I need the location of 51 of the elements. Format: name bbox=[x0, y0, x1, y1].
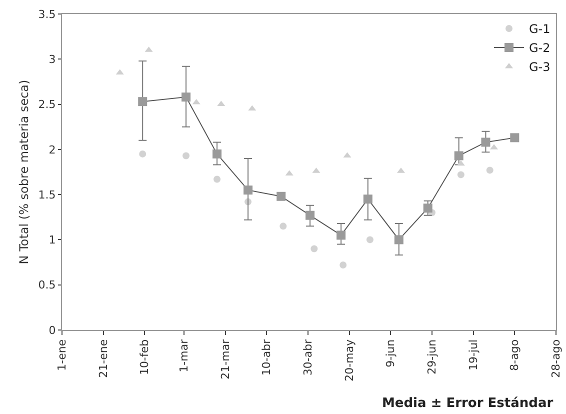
x-tick-label: 28-ago bbox=[550, 339, 563, 378]
x-tick-label: 10-abr bbox=[260, 338, 274, 376]
y-tick-label: 2.5 bbox=[38, 98, 56, 112]
point bbox=[212, 149, 222, 158]
x-tick-label: 21-mar bbox=[218, 338, 232, 380]
x-tick-label: 29-jun bbox=[426, 339, 439, 374]
legend-label: G-2 bbox=[529, 41, 550, 56]
point bbox=[486, 166, 494, 174]
point bbox=[285, 170, 294, 176]
y-tick-label: 0.5 bbox=[38, 278, 56, 292]
point bbox=[306, 210, 315, 220]
point bbox=[182, 152, 190, 160]
point bbox=[280, 222, 287, 230]
point bbox=[454, 151, 464, 160]
x-tick-label: 9-jun bbox=[384, 339, 398, 368]
legend-label: G-3 bbox=[529, 60, 550, 74]
point bbox=[340, 261, 347, 268]
point bbox=[214, 176, 221, 183]
point bbox=[363, 194, 372, 204]
point bbox=[481, 138, 490, 147]
point bbox=[310, 245, 318, 252]
legend-label: G-1 bbox=[529, 22, 550, 36]
y-tick-label: 3 bbox=[48, 52, 56, 66]
y-axis-title: N Total (% sobre materia seca) bbox=[17, 80, 31, 264]
x-tick-label: 1-mar bbox=[178, 338, 191, 372]
x-tick-label: 19-jul bbox=[466, 339, 480, 370]
x-tick-label: 30-abr bbox=[302, 338, 315, 376]
y-tick-label: 0 bbox=[48, 324, 56, 337]
x-tick-label: 8-ago bbox=[508, 339, 522, 371]
x-tick-label: 20-may bbox=[342, 338, 356, 382]
point bbox=[457, 171, 464, 178]
y-tick-label: 3.5 bbox=[38, 8, 56, 21]
point bbox=[192, 98, 200, 104]
point bbox=[217, 100, 226, 106]
point bbox=[248, 105, 256, 111]
y-tick-label: 1.5 bbox=[38, 188, 56, 202]
x-tick-label: 1-ene bbox=[56, 339, 69, 371]
point bbox=[366, 236, 374, 244]
point bbox=[276, 192, 286, 201]
point bbox=[510, 133, 520, 142]
x-tick-label: 21-ene bbox=[96, 339, 110, 378]
point bbox=[394, 235, 404, 244]
point bbox=[244, 186, 253, 195]
text: Media ± Error Estándar bbox=[382, 396, 554, 411]
point bbox=[336, 230, 346, 240]
y-tick-label: 2 bbox=[48, 143, 56, 156]
point bbox=[182, 92, 191, 102]
x-tick-label: 10-feb bbox=[138, 339, 152, 375]
point bbox=[423, 204, 432, 213]
point bbox=[456, 160, 465, 166]
y-tick-label: 1 bbox=[48, 234, 56, 247]
